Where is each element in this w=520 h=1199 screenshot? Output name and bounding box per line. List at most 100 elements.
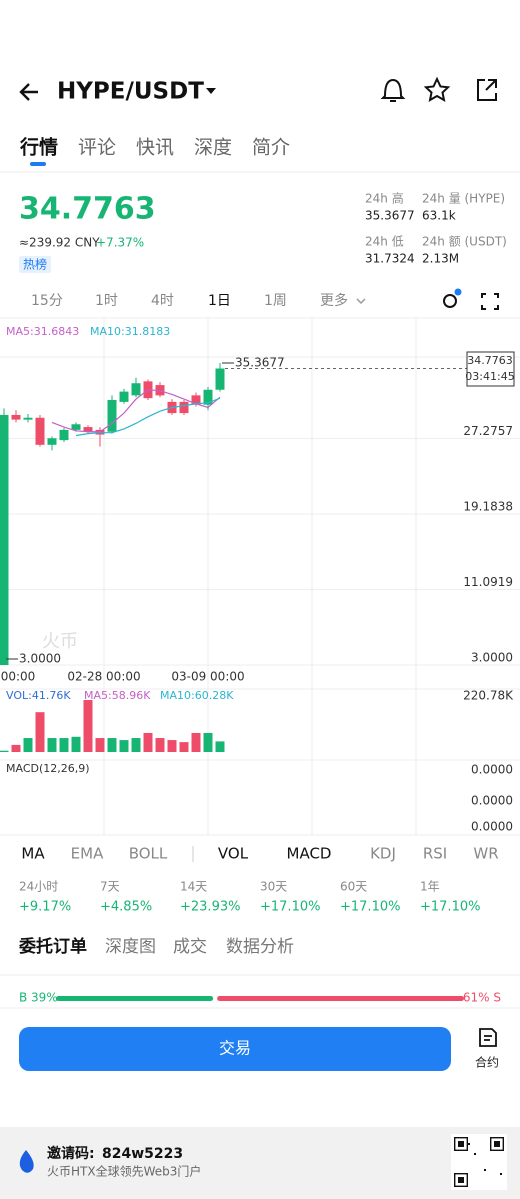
y-tick-label: 11.0919 bbox=[463, 575, 513, 589]
qr-code bbox=[451, 1134, 507, 1190]
volume-bar bbox=[143, 732, 153, 752]
x-tick-label: 00:00 bbox=[1, 670, 36, 684]
star-icon[interactable] bbox=[423, 76, 451, 102]
period-change: +17.10% bbox=[260, 900, 320, 915]
volume-bar bbox=[11, 744, 21, 752]
interval[interactable]: 更多 bbox=[320, 292, 348, 309]
change: +7.37% bbox=[96, 236, 144, 250]
qr-finder-core bbox=[458, 1177, 464, 1183]
macd-label: MACD(12,26,9) bbox=[6, 762, 90, 775]
pair-title: HYPE/USDT bbox=[57, 79, 204, 105]
tab[interactable]: 评论 bbox=[78, 137, 116, 159]
interval[interactable]: 15分 bbox=[31, 293, 63, 309]
order-tab[interactable]: 数据分析 bbox=[226, 937, 294, 957]
period-label: 7天 bbox=[100, 880, 120, 894]
trade-label[interactable]: 交易 bbox=[219, 1039, 251, 1058]
more-caret[interactable] bbox=[356, 298, 366, 305]
period-label: 60天 bbox=[340, 880, 367, 894]
volume-bar bbox=[215, 741, 225, 752]
contract-label[interactable]: 合约 bbox=[475, 1055, 499, 1070]
indicator[interactable]: RSI bbox=[423, 845, 447, 863]
share-icon[interactable] bbox=[477, 79, 497, 101]
volume-bar bbox=[71, 736, 81, 752]
candle-body bbox=[59, 429, 69, 441]
stat-label: 24h 高 bbox=[365, 191, 404, 206]
interval[interactable]: 1日 bbox=[208, 293, 231, 309]
volume-bar bbox=[203, 732, 213, 752]
price-tag bbox=[466, 351, 515, 387]
period-change: +17.10% bbox=[340, 900, 400, 915]
qr-finder bbox=[454, 1172, 469, 1187]
interval[interactable]: 1时 bbox=[95, 293, 118, 309]
ma5-label: MA5:31.6843 bbox=[6, 325, 79, 338]
tab[interactable]: 深度 bbox=[194, 137, 232, 159]
badge-bg bbox=[19, 256, 51, 273]
fullscreen-icon[interactable] bbox=[481, 293, 499, 310]
candle-body bbox=[0, 414, 9, 665]
notice-dot bbox=[454, 288, 462, 296]
contract-icon[interactable] bbox=[479, 1028, 497, 1047]
volume-bar bbox=[0, 750, 9, 752]
invite-label: 邀请码: bbox=[47, 1145, 95, 1162]
period-label: 24小时 bbox=[19, 880, 58, 894]
candle-body bbox=[179, 401, 189, 414]
indicator[interactable]: MA bbox=[21, 845, 45, 863]
interval[interactable]: 1周 bbox=[264, 293, 287, 309]
volume-bar bbox=[119, 740, 129, 752]
qr-cell bbox=[474, 1153, 476, 1155]
interval[interactable]: 4时 bbox=[151, 293, 174, 309]
x-tick-label: 03-09 00:00 bbox=[171, 670, 244, 684]
sell-ratio: 61% S bbox=[463, 991, 501, 1005]
invite-code: 824w5223 bbox=[102, 1146, 183, 1162]
tab[interactable]: 快讯 bbox=[136, 137, 174, 159]
volume-bar bbox=[155, 738, 165, 752]
volume-bar bbox=[191, 732, 201, 752]
badge: 热榜 bbox=[23, 257, 47, 272]
indicator[interactable]: MACD bbox=[287, 845, 332, 863]
tab[interactable]: 行情 bbox=[19, 136, 58, 159]
order-tab[interactable]: 委托订单 bbox=[18, 936, 87, 957]
order-tab[interactable]: 深度图 bbox=[105, 937, 156, 957]
indicator[interactable]: EMA bbox=[71, 845, 104, 863]
qr-finder bbox=[454, 1136, 469, 1151]
volume-bar bbox=[59, 738, 69, 752]
stat-value: 2.13M bbox=[422, 252, 459, 266]
tab[interactable]: 简介 bbox=[252, 137, 290, 159]
period-label: 1年 bbox=[420, 880, 440, 894]
low-label: 3.0000 bbox=[19, 652, 61, 666]
buy-bar bbox=[56, 996, 214, 1001]
ma10-line bbox=[75, 397, 221, 437]
indicator[interactable]: KDJ bbox=[370, 845, 396, 863]
stat-label: 24h 额 (USDT) bbox=[422, 235, 507, 249]
stat-label: 24h 量 (HYPE) bbox=[422, 192, 505, 206]
qr-cell bbox=[484, 1169, 486, 1171]
volume-bar bbox=[179, 742, 189, 752]
bell-icon[interactable] bbox=[380, 78, 406, 102]
last-price: 34.7763 bbox=[19, 192, 156, 227]
cny-price: ≈239.92 CNY bbox=[19, 236, 100, 250]
period-label: 14天 bbox=[180, 880, 207, 894]
qr-finder-core bbox=[458, 1141, 464, 1147]
watermark: 火币 bbox=[42, 631, 78, 652]
logo bbox=[19, 1150, 34, 1173]
candle-body bbox=[47, 438, 57, 445]
trade-button[interactable] bbox=[19, 1027, 451, 1071]
countdown: 03:41:45 bbox=[465, 370, 514, 383]
y-tick-label: 3.0000 bbox=[471, 651, 513, 665]
settings-icon[interactable] bbox=[443, 294, 457, 308]
period-change: +23.93% bbox=[180, 900, 240, 915]
y-tick-label: 27.2757 bbox=[463, 424, 513, 438]
ma5-line bbox=[51, 389, 221, 433]
volume-bar bbox=[95, 738, 105, 752]
volume-bar bbox=[83, 700, 93, 752]
indicator[interactable]: WR bbox=[473, 845, 498, 863]
indicator[interactable]: BOLL bbox=[129, 845, 168, 863]
order-tab[interactable]: 成交 bbox=[173, 937, 207, 957]
dropdown-caret[interactable] bbox=[206, 88, 216, 94]
indicator[interactable]: VOL bbox=[218, 845, 249, 863]
back-icon[interactable] bbox=[19, 83, 38, 101]
volume-bar bbox=[23, 738, 33, 752]
candle-body bbox=[71, 424, 81, 430]
